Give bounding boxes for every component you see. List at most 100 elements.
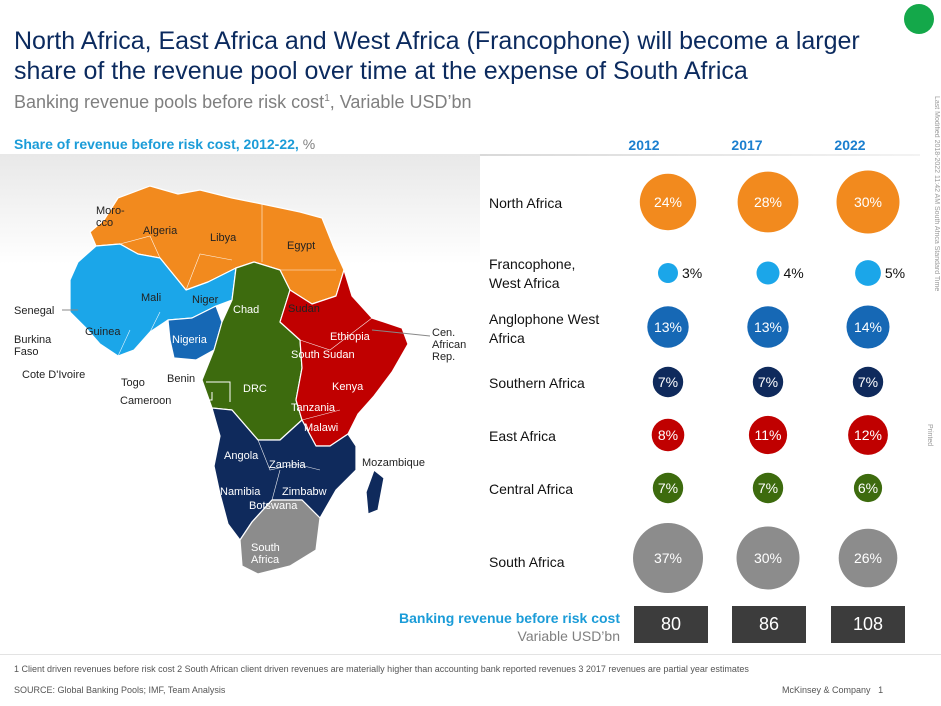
bubble-label-east-africa-2022: 12% — [854, 427, 882, 443]
row-label-francophone-west-africa: Francophone, West Africa — [489, 256, 576, 291]
bubble-southern-africa-2017 — [752, 366, 784, 398]
map-label-namibia: Namibia — [220, 486, 261, 498]
map-label-sudan: Sudan — [288, 303, 320, 315]
bubble-anglophone-west-africa-2017 — [747, 306, 789, 348]
bubble-southern-africa-2012 — [652, 366, 684, 398]
map-label-ethiopia: Ethiopia — [330, 331, 370, 343]
company-footer: McKinsey & Company 1 — [782, 685, 883, 695]
bubble-label-east-africa-2012: 8% — [658, 427, 678, 443]
row-label-east-africa: East Africa — [489, 428, 556, 444]
map-label-niger: Niger — [192, 294, 219, 306]
bubble-east-africa-2022 — [848, 415, 888, 455]
years-divider — [480, 154, 920, 156]
section-label: Share of revenue before risk cost, 2012-… — [14, 136, 315, 152]
year-header-2017: 2017 — [731, 137, 763, 153]
footer-divider — [0, 654, 941, 655]
printed-note: Printed — [926, 424, 933, 447]
bubble-southern-africa-2022 — [852, 366, 884, 398]
leader-car — [371, 329, 431, 337]
map-label-south-africa: South Africa — [251, 542, 280, 566]
subtitle-footnote-marker: 1 — [324, 93, 330, 104]
map-label-burkina-faso: Burkina Faso — [14, 334, 52, 358]
map-label-botswana: Botswana — [249, 500, 298, 512]
map-label-south-sudan: South Sudan — [291, 349, 355, 361]
bubble-label-central-africa-2022: 6% — [858, 480, 878, 496]
total-2017: 86 — [732, 606, 806, 643]
bubble-label-east-africa-2017: 11% — [755, 427, 782, 443]
bubble-label-southern-africa-2012: 7% — [658, 374, 678, 390]
bubble-label-francophone-west-africa-2017: 4% — [784, 265, 804, 281]
bubble-label-southern-africa-2022: 7% — [858, 374, 878, 390]
bubble-label-north-africa-2012: 24% — [654, 194, 682, 210]
modified-note: Last Modified 2018-2022 11:42 AM South A… — [933, 96, 940, 292]
map-label-chad: Chad — [233, 304, 260, 316]
bubble-label-south-africa-2022: 26% — [854, 550, 882, 566]
footnotes: 1 Client driven revenues before risk cos… — [14, 664, 749, 674]
total-label: Banking revenue before risk cost — [399, 610, 620, 626]
bubble-central-africa-2012 — [652, 472, 684, 504]
bubble-label-anglophone-west-africa-2022: 14% — [854, 319, 882, 335]
bubble-chart: 24% 28% 30% 3% 4% 5% 13% 13% 14% 7% 7% 7% 8% 11% 12% 7%… — [633, 170, 905, 593]
map-label-nigeria: Nigeria — [172, 334, 207, 346]
map-label-car: Cen. African Rep. — [432, 327, 467, 363]
region-southern-africa — [211, 407, 357, 541]
status-dot — [904, 4, 934, 34]
map-label-togo: Togo — [121, 377, 145, 389]
bubble-label-north-africa-2022: 30% — [854, 194, 882, 210]
bubble-south-africa-2017 — [736, 526, 800, 590]
madagascar — [365, 469, 385, 515]
bubble-francophone-west-africa-2017 — [756, 261, 780, 285]
map-label-guinea: Guinea — [85, 326, 121, 338]
bubble-south-africa-2022 — [838, 528, 898, 588]
map-label-morocco: Moro- cco — [96, 205, 125, 229]
map-label-cote-divoire: Cote D'Ivoire — [22, 369, 86, 381]
bubble-central-africa-2017 — [752, 472, 784, 504]
bubble-label-anglophone-west-africa-2017: 13% — [754, 319, 782, 335]
map-label-angola: Angola — [224, 450, 259, 462]
africa-map — [0, 154, 480, 594]
bubble-francophone-west-africa-2022 — [855, 260, 881, 286]
total-2012: 80 — [634, 606, 708, 643]
bubble-label-central-africa-2017: 7% — [758, 480, 778, 496]
bubble-central-africa-2022 — [853, 473, 883, 503]
section-label-text: Share of revenue before risk cost, 2012-… — [14, 136, 299, 152]
bubble-north-africa-2012 — [639, 173, 697, 231]
company-name: McKinsey & Company — [782, 685, 871, 695]
bubble-anglophone-west-africa-2022 — [846, 305, 890, 349]
map-label-senegal: Senegal — [14, 305, 55, 317]
bubble-south-africa-2012 — [633, 523, 703, 593]
region-south-africa — [239, 499, 321, 575]
year-header-2012: 2012 — [628, 137, 660, 153]
row-label-central-africa: Central Africa — [489, 481, 574, 497]
map-label-mozambique: Mozambique — [362, 457, 425, 469]
map-label-kenya: Kenya — [332, 381, 364, 393]
map-label-mali: Mali — [141, 292, 162, 304]
total-unit: Variable USD’bn — [517, 628, 620, 644]
bubble-label-central-africa-2012: 7% — [658, 480, 678, 496]
bubble-francophone-west-africa-2012 — [658, 263, 678, 283]
map-label-libya: Libya — [210, 232, 237, 244]
bubble-north-africa-2022 — [836, 170, 900, 234]
bubble-label-south-africa-2012: 37% — [654, 550, 682, 566]
page-subtitle: Banking revenue pools before risk cost1,… — [14, 92, 471, 113]
bubble-east-africa-2012 — [651, 418, 685, 452]
bubble-label-southern-africa-2017: 7% — [758, 374, 778, 390]
row-label-anglophone-west-africa: Anglophone West Africa — [489, 311, 600, 346]
section-unit: % — [298, 136, 316, 152]
map-label-algeria: Algeria — [143, 225, 178, 237]
map-label-benin: Benin — [167, 373, 196, 385]
bubble-east-africa-2017 — [748, 415, 788, 455]
year-header-2022: 2022 — [834, 137, 866, 153]
subtitle-unit: , Variable USD’bn — [329, 92, 472, 112]
row-label-north-africa: North Africa — [489, 195, 563, 211]
map-label-egypt: Egypt — [287, 240, 316, 252]
page-title: North Africa, East Africa and West Afric… — [14, 27, 860, 85]
row-label-south-africa: South Africa — [489, 554, 565, 570]
map-label-malawi: Malawi — [304, 422, 339, 434]
page-number: 1 — [878, 685, 884, 695]
bubble-label-south-africa-2017: 30% — [754, 550, 782, 566]
map-label-drc: DRC — [243, 383, 267, 395]
bubble-label-anglophone-west-africa-2012: 13% — [654, 319, 682, 335]
row-label-southern-africa: Southern Africa — [489, 375, 585, 391]
map-label-cameroon: Cameroon — [120, 395, 172, 407]
